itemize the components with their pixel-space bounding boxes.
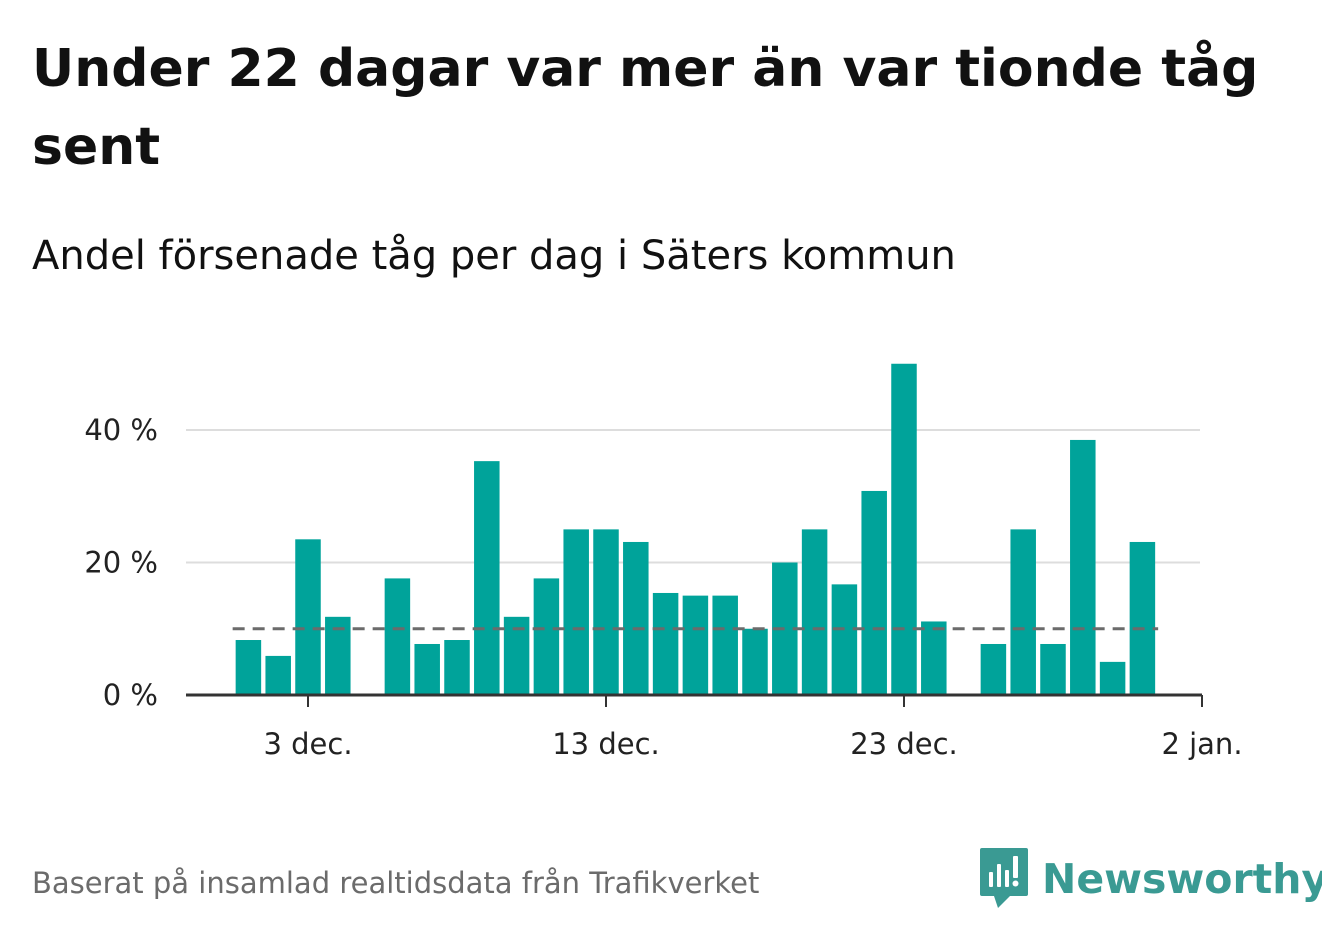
bar [235,640,262,695]
bar [682,595,709,695]
bar [712,595,738,695]
bar [1040,643,1066,695]
x-tick-label: 3 dec. [263,727,352,761]
bar [980,643,1007,695]
bar [563,529,589,695]
bar [742,628,768,695]
y-tick-label: 0 % [103,678,158,712]
bar [384,578,411,695]
bar [891,363,917,695]
x-tick-label: 23 dec. [850,727,958,761]
source-note: Baserat på insamlad realtidsdata från Tr… [32,866,760,900]
x-tick-label: 2 jan. [1161,727,1242,761]
bar [831,584,858,695]
y-tick-label: 40 % [84,413,158,447]
y-tick-label: 20 % [84,546,158,580]
bar [533,578,560,695]
newsworthy-logo-icon [980,848,1028,908]
bar [861,490,887,695]
bar [1010,529,1036,695]
bar [1099,661,1126,695]
chart-subtitle: Andel försenade tåg per dag i Säters kom… [32,233,956,279]
bar [444,640,470,695]
bar [801,529,828,695]
chart-title: Under 22 dagar var mer än var tionde tåg… [32,39,1259,177]
bar [474,461,500,695]
brand-name: Newsworthy [1042,855,1322,903]
bar [1070,439,1096,695]
bar [414,643,440,695]
bar [1129,541,1156,695]
bar [652,592,679,695]
bar [623,541,649,695]
bar [921,621,947,695]
bar [265,655,291,695]
brand: Newsworthy [980,848,1322,910]
x-tick-label: 13 dec. [552,727,660,761]
bar [593,529,619,695]
bar [295,539,321,695]
